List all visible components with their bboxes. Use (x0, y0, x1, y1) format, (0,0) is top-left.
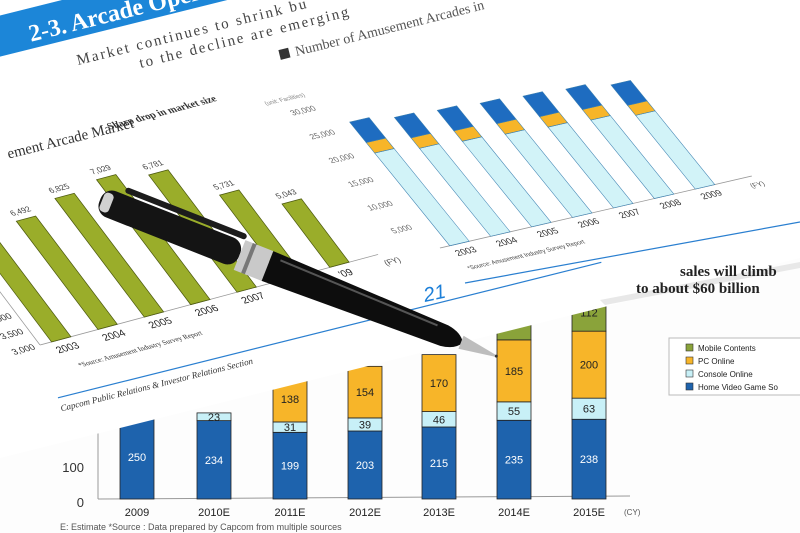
segment-label: 200 (580, 360, 598, 372)
blue-segment-2009-2 (610, 80, 648, 106)
blue-x-tick: 2004 (494, 235, 521, 249)
blue-x-tick: 2007 (617, 207, 644, 220)
green-y-tick: 4,500 (0, 296, 2, 310)
legend-label: Console Online (698, 370, 753, 379)
bar-segment-2012E-0 (347, 430, 383, 500)
x-tick-2013E: 2013E (423, 507, 455, 519)
bottom-stacked-chart: 250 2009 234 23 2010E 199 31 138 2011E 203 39 154 20… (119, 293, 607, 519)
legend-label: PC Online (698, 357, 735, 366)
pen-ballpoint (494, 354, 498, 358)
blue-x-tick: 2006 (576, 217, 603, 230)
segment-label: 215 (430, 458, 448, 470)
segment-label: 199 (281, 461, 299, 473)
segment-label: 31 (284, 422, 296, 434)
x-tick-2014E: 2014E (498, 507, 530, 519)
page-number: 21 (420, 281, 447, 307)
bar-segment-2012E-2 (347, 365, 383, 419)
segment-label: 235 (505, 455, 523, 467)
pen-tip (458, 335, 496, 357)
green-y-axis (0, 198, 41, 346)
pen-highlight (280, 259, 438, 327)
pen-cap (98, 190, 242, 265)
blue-segment-2008-2 (565, 84, 603, 110)
bottom-heading-line2: to about $60 billion (636, 281, 760, 297)
green-bar-2003 (0, 231, 72, 343)
blue-y-tick: 5,000 (388, 222, 414, 235)
green-x-tick: '09 (337, 268, 357, 281)
legend-label: Home Video Game So (698, 383, 778, 392)
blue-segment-2004-2 (393, 112, 431, 139)
segment-label: 23 (208, 412, 220, 424)
blue-x-tick: 2009 (698, 188, 725, 201)
segment-label: 185 (505, 366, 523, 378)
pen-clip (125, 187, 247, 240)
blue-segment-2003-2 (349, 117, 387, 143)
legend-swatch (685, 382, 694, 391)
blue-segment-2007-2 (522, 91, 560, 117)
bar-segment-2015E-0 (571, 418, 607, 500)
pen-cap-end (99, 192, 114, 213)
blue-segment-2006-2 (479, 98, 517, 125)
blue-x-tick: 2003 (453, 245, 480, 258)
paper-edge-shadow (600, 262, 800, 305)
section-bullet-icon (278, 47, 291, 60)
segment-label: 63 (583, 404, 595, 416)
y-tick-100: 100 (62, 460, 84, 475)
segment-label: 154 (356, 387, 374, 399)
legend: Mobile Contents PC Online Console Online Ho… (668, 337, 800, 396)
segment-label: 250 (128, 452, 146, 464)
x-tick-2010E: 2010E (198, 507, 230, 519)
segment-label: 55 (508, 406, 520, 418)
bottom-footnote: E: Estimate *Source : Data prepared by C… (60, 522, 342, 532)
legend-label: Mobile Contents (698, 344, 756, 353)
bar-segment-2013E-2 (421, 354, 457, 412)
pen-ring-groove (241, 243, 257, 275)
x-tick-2012E: 2012E (349, 507, 381, 519)
green-bar-2004 (15, 215, 118, 330)
green-x-unit: (FY) (382, 255, 403, 267)
segment-label: 203 (356, 460, 374, 472)
pen (98, 187, 498, 358)
segment-label: 238 (580, 454, 598, 466)
segment-label: 170 (430, 378, 448, 390)
green-bar-'09 (281, 198, 350, 268)
legend-swatch (685, 343, 694, 352)
legend-swatch (685, 369, 694, 378)
segment-label: 234 (205, 455, 223, 467)
bar-segment-2010E-0 (196, 420, 232, 500)
bar-segment-2013E-0 (421, 426, 457, 500)
blue-segment-2005-2 (436, 105, 474, 132)
footer-rule (57, 261, 602, 399)
x-tick-2015E: 2015E (573, 507, 605, 519)
page-rule (464, 221, 800, 284)
blue-x-unit: (FY) (748, 179, 767, 189)
pen-barrel (261, 251, 463, 348)
section-banner (0, 0, 489, 61)
bar-segment-2010E-1 (196, 412, 232, 422)
segment-label: 138 (281, 394, 299, 406)
segment-label: 46 (433, 414, 445, 426)
x-tick-2009: 2009 (125, 507, 149, 519)
x-unit-label: (CY) (624, 508, 641, 517)
segment-label: 39 (359, 419, 371, 431)
bottom-heading: sales will climb to about $60 billion (636, 264, 777, 297)
x-tick-2011E: 2011E (275, 507, 306, 519)
green-bar-2005 (54, 192, 165, 318)
top-sheet: 2-3. Arcade Opera Market continues to sh… (0, 0, 800, 458)
bottom-heading-line1: sales will climb (680, 264, 777, 280)
blue-x-tick: 2008 (657, 198, 684, 211)
legend-swatch (685, 356, 694, 365)
bar-segment-2009-0 (119, 414, 155, 500)
blue-x-tick: 2005 (535, 226, 562, 239)
y-tick-0: 0 (77, 495, 84, 510)
